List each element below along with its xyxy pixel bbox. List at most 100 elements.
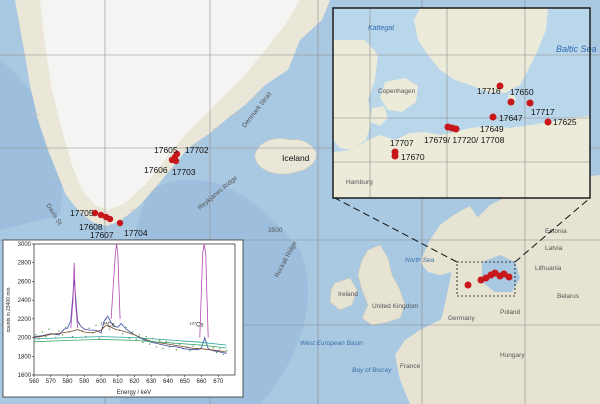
scatter-point — [125, 326, 127, 328]
station-label-17704: 17704 — [124, 228, 148, 238]
label-uk: United Kingdom — [372, 303, 418, 310]
label-north-sea: North Sea — [405, 257, 435, 264]
inset-label-17670: 17670 — [401, 152, 425, 162]
inset-label-copenhagen: Copenhagen — [378, 88, 416, 95]
scatter-point — [108, 328, 111, 330]
baltic-cluster-marker[interactable] — [464, 281, 472, 289]
y-tick-label: 2600 — [18, 279, 32, 285]
inset-label-17625: 17625 — [553, 117, 577, 127]
station-marker-17703[interactable] — [172, 157, 180, 165]
station-label-17606: 17606 — [144, 165, 168, 175]
series-line — [70, 262, 78, 329]
inset-frame — [332, 7, 591, 199]
scatter-point — [162, 348, 164, 350]
label-lithuania: Lithuania — [535, 265, 562, 272]
scatter-point — [41, 331, 44, 333]
label-depth-3500: 3500 — [268, 227, 283, 234]
station-label-17703: 17703 — [172, 167, 196, 177]
scatter-point — [145, 335, 147, 338]
deep-ocean-shading-2 — [0, 60, 62, 230]
scatter-point — [95, 324, 97, 327]
inset-label-17717: 17717 — [531, 107, 555, 117]
greenland-coast-detail — [30, 93, 261, 211]
y-tick-label: 3000 — [18, 242, 32, 248]
label-poland: Poland — [500, 309, 521, 316]
x-tick-label: 590 — [79, 379, 90, 385]
denmark-main — [452, 268, 468, 296]
scatter-point — [48, 328, 50, 330]
scatter-point — [128, 337, 131, 340]
inset-marker-17650[interactable] — [507, 98, 515, 106]
inset-grid — [333, 8, 590, 198]
scatter-point — [155, 346, 157, 348]
x-tick-label: 580 — [62, 379, 73, 385]
main-baltic-stations — [456, 261, 516, 297]
scatter-point — [61, 334, 64, 336]
inset-marker-17708[interactable] — [452, 125, 460, 133]
inset-marker-17716[interactable] — [496, 82, 504, 90]
scatter-point — [142, 341, 144, 343]
annotation-label: 134Cs — [101, 320, 115, 328]
scatter-point — [45, 335, 47, 338]
x-tick-label: 620 — [129, 379, 140, 385]
series-line — [33, 336, 227, 346]
x-axis-label: Energy / keV — [117, 390, 151, 396]
inset-marker-17670[interactable] — [391, 152, 399, 160]
label-hungary: Hungary — [500, 352, 525, 359]
scatter-point — [175, 349, 178, 351]
inset-marker-17717[interactable] — [526, 99, 534, 107]
scatter-point — [88, 327, 90, 329]
inset-marker-17625[interactable] — [544, 118, 552, 126]
scatter-point — [215, 351, 218, 354]
y-tick-label: 2400 — [18, 298, 32, 304]
station-marker-17704[interactable] — [116, 219, 124, 227]
y-tick-label: 2000 — [18, 336, 32, 342]
inset-extent-box — [456, 261, 516, 297]
scatter-point — [192, 345, 194, 347]
scatter-point — [65, 326, 67, 328]
chart-frame — [2, 239, 244, 398]
inset-funen — [371, 106, 388, 126]
x-tick-label: 650 — [180, 379, 191, 385]
x-tick-label: 560 — [29, 379, 40, 385]
label-germany: Germany — [448, 315, 475, 322]
annotation-label: 137Cs — [189, 320, 203, 328]
x-tick-label: 600 — [96, 379, 107, 385]
scatter-point — [189, 349, 191, 352]
inset-marker-17647[interactable] — [489, 113, 497, 121]
station-marker-17705b[interactable] — [97, 211, 105, 219]
station-marker-17705[interactable] — [91, 209, 99, 217]
inset-label-17716: 17716 — [477, 86, 501, 96]
chart-annotations-group: 134Cs 137Cs — [101, 320, 204, 328]
scatter-point — [148, 343, 151, 345]
inset-label-hamburg: Hamburg — [346, 179, 373, 186]
scatter-point — [138, 334, 141, 336]
y-tick-label: 1600 — [18, 373, 32, 379]
baltic-cluster-marker[interactable] — [505, 273, 513, 281]
inset-label-17679-17720-17708: 17679/ 17720/ 17708 — [424, 135, 505, 145]
station-label-17608: 17608 — [79, 222, 103, 232]
scatter-point — [58, 330, 60, 332]
inset-leader-lines — [334, 197, 591, 263]
x-tick-label: 670 — [213, 379, 224, 385]
label-belarus: Belarus — [557, 293, 580, 300]
station-label-17705: 17705 — [70, 208, 94, 218]
station-label-17605: 17605 — [154, 145, 178, 155]
x-tick-label: 630 — [146, 379, 157, 385]
series-line — [33, 324, 227, 353]
station-label-17607: 17607 — [90, 230, 114, 240]
label-ireland: Ireland — [338, 291, 358, 298]
x-tick-label: 660 — [196, 379, 207, 385]
series-line — [33, 338, 227, 349]
series-line — [110, 243, 121, 319]
scatter-point — [225, 349, 228, 352]
label-west-european-basin: West European Basin — [300, 340, 363, 347]
station-marker-17607[interactable] — [106, 215, 114, 223]
main-stations: 17605 17702 17606 17703 17705 17608 1760… — [70, 145, 209, 240]
scatter-point — [122, 333, 124, 335]
scatter-point — [135, 338, 137, 341]
y-tick-label: 1800 — [18, 354, 32, 360]
scatter-point — [71, 335, 74, 338]
